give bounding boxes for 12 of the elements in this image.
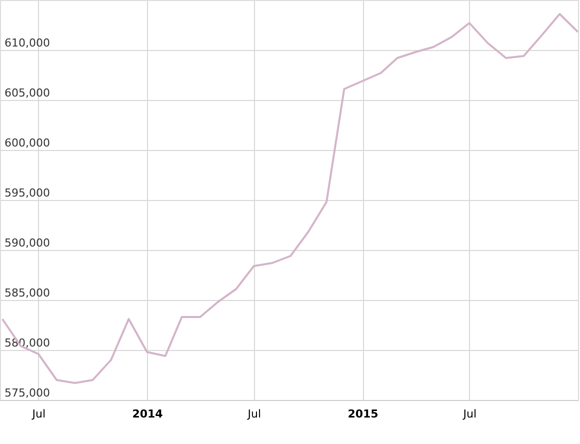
y-tick-label: 595,000 xyxy=(4,186,50,200)
y-tick-label: 600,000 xyxy=(4,136,50,150)
x-tick-label: Jul xyxy=(246,408,262,420)
x-tick-label: 2015 xyxy=(348,408,378,420)
x-tick-label: Jul xyxy=(462,408,477,420)
y-tick-label: 590,000 xyxy=(4,236,50,250)
y-tick-label: 605,000 xyxy=(4,86,50,100)
x-tick-label: Jul xyxy=(31,408,46,420)
y-tick-label: 585,000 xyxy=(4,286,50,300)
y-tick-label: 575,000 xyxy=(4,386,50,400)
x-tick-label: 2014 xyxy=(132,408,164,420)
y-tick-label: 610,000 xyxy=(4,36,50,50)
